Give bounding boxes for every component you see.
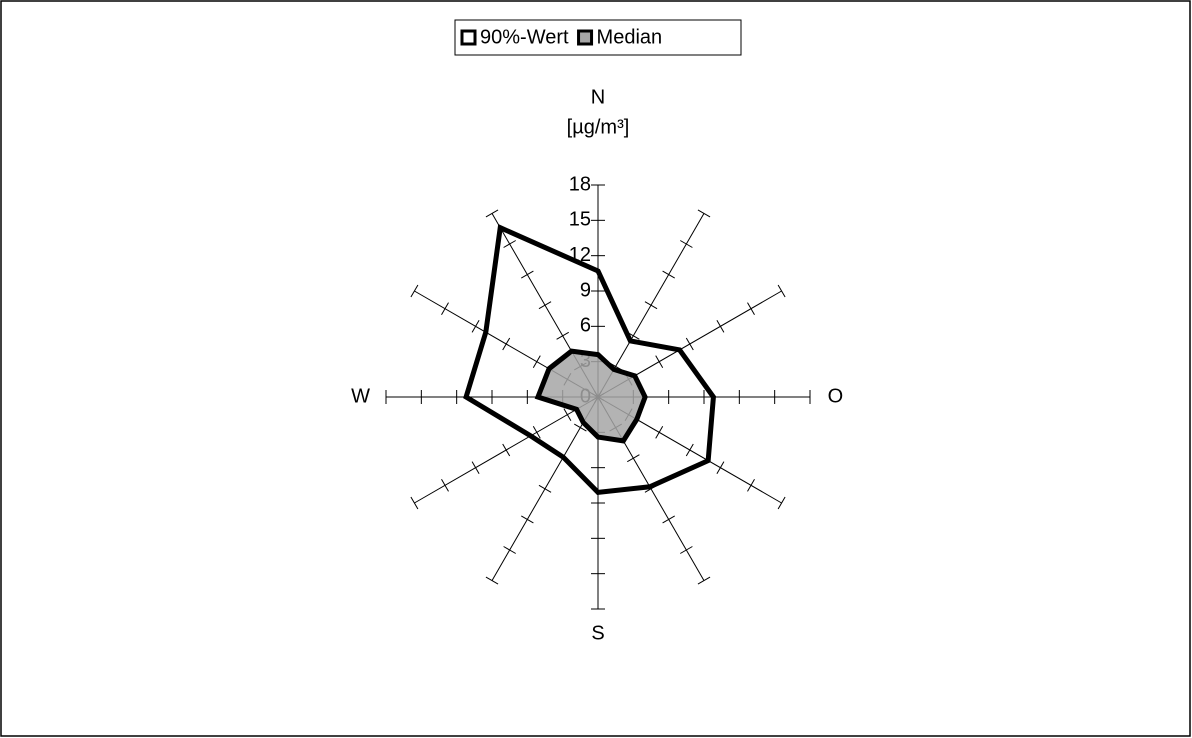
tick-mark <box>521 270 534 279</box>
tick-mark <box>574 423 587 432</box>
tick-mark <box>471 461 480 474</box>
tick-mark <box>521 515 534 524</box>
series-area <box>534 348 648 444</box>
tick-mark <box>662 270 675 279</box>
tick-mark <box>697 209 711 218</box>
y-tick-label: 9 <box>580 279 591 301</box>
tick-mark <box>697 576 711 585</box>
legend-box <box>454 19 742 56</box>
tick-mark <box>716 320 725 333</box>
tick-mark <box>502 337 511 351</box>
tick-mark <box>502 443 511 457</box>
tick-mark <box>680 546 693 554</box>
tick-mark <box>655 426 664 439</box>
legend-label: 90%-Wert <box>480 26 569 48</box>
tick-mark <box>538 484 552 493</box>
direction-label: W <box>351 385 370 407</box>
direction-label: O <box>828 385 844 407</box>
tick-mark <box>644 484 658 493</box>
tick-mark <box>503 546 516 554</box>
tick-mark <box>747 479 755 492</box>
y-tick-label: 12 <box>569 244 591 266</box>
tick-mark <box>747 302 755 315</box>
tick-mark <box>716 461 725 474</box>
tick-mark <box>685 337 694 351</box>
tick-mark <box>532 355 541 368</box>
tick-mark <box>685 443 694 457</box>
y-tick-label: 15 <box>569 209 591 231</box>
y-tick-label: 6 <box>580 315 591 337</box>
tick-mark <box>556 454 569 463</box>
tick-mark <box>532 426 541 439</box>
tick-mark <box>680 240 693 248</box>
tick-mark <box>627 331 640 340</box>
tick-mark <box>563 408 572 421</box>
y-tick-label: 18 <box>569 173 591 195</box>
tick-mark <box>627 454 640 463</box>
tick-mark <box>441 479 449 492</box>
unit-label: [µg/m³] <box>567 116 630 138</box>
tick-mark <box>503 240 516 248</box>
tick-mark <box>538 301 552 310</box>
direction-label: S <box>591 623 604 645</box>
tick-mark <box>441 302 449 315</box>
tick-mark <box>556 331 569 340</box>
tick-mark <box>410 284 419 298</box>
tick-mark <box>410 496 419 510</box>
tick-mark <box>777 284 786 298</box>
tick-mark <box>471 320 480 333</box>
tick-mark <box>655 355 664 368</box>
tick-mark <box>485 209 499 218</box>
tick-mark <box>644 301 658 310</box>
tick-mark <box>662 515 675 524</box>
tick-mark <box>485 576 499 585</box>
direction-label: N <box>591 86 605 108</box>
tick-mark <box>777 496 786 510</box>
legend-marker <box>577 29 594 46</box>
legend-label: Median <box>597 26 663 48</box>
legend-marker <box>460 29 477 46</box>
